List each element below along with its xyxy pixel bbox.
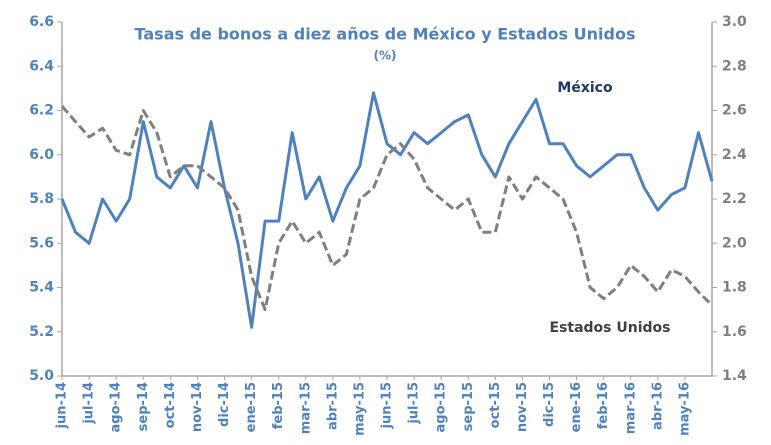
y-tick-label: 5.8 xyxy=(29,191,54,207)
annotation: México xyxy=(557,80,613,96)
x-tick-label: dic-14 xyxy=(217,382,232,427)
annotation: Estados Unidos xyxy=(550,320,671,336)
x-tick-label: ago-15 xyxy=(434,382,449,433)
y-tick-label: 6.2 xyxy=(29,103,54,119)
y2-tick-label: 1.4 xyxy=(722,368,747,384)
y-tick-label: 6.0 xyxy=(29,147,54,163)
y-tick-label: 6.6 xyxy=(29,14,54,30)
x-tick-label: jun-15 xyxy=(380,382,395,429)
x-tick-label: feb-16 xyxy=(596,382,611,429)
y2-tick-label: 3.0 xyxy=(722,14,747,30)
x-tick-label: may-15 xyxy=(352,382,367,436)
x-tick-label: nov-15 xyxy=(515,382,530,432)
y-tick-label: 5.4 xyxy=(29,280,54,296)
y2-tick-label: 1.8 xyxy=(722,280,747,296)
x-tick-label: jul-14 xyxy=(82,382,97,425)
y2-tick-label: 2.6 xyxy=(722,103,747,119)
series-line xyxy=(60,91,714,329)
x-tick-label: nov-14 xyxy=(190,382,205,432)
x-tick-label: mar-16 xyxy=(623,382,638,434)
x-tick-label: feb-15 xyxy=(271,382,286,429)
y2-tick-label: 1.6 xyxy=(722,324,747,340)
x-tick-label: abr-16 xyxy=(650,382,665,430)
x-tick-label: jul-15 xyxy=(407,382,422,425)
x-tick-label: sep-14 xyxy=(136,382,151,431)
x-tick-label: may-16 xyxy=(677,382,692,436)
y2-tick-label: 2.0 xyxy=(722,235,747,251)
x-tick-label: ene-16 xyxy=(569,382,584,432)
x-tick-label: jun-14 xyxy=(55,382,70,429)
y-tick-label: 5.2 xyxy=(29,324,54,340)
x-tick-label: dic-15 xyxy=(542,382,557,427)
x-tick-label: ago-14 xyxy=(109,382,124,433)
series-line xyxy=(60,105,714,312)
y2-tick-label: 2.8 xyxy=(722,58,747,74)
y-tick-label: 6.4 xyxy=(29,58,54,74)
x-tick-label: mar-15 xyxy=(298,382,313,434)
chart-subtitle: (%) xyxy=(374,49,397,63)
x-tick-label: ene-15 xyxy=(244,382,259,432)
y-tick-label: 5.6 xyxy=(29,235,54,251)
x-tick-label: oct-14 xyxy=(163,382,178,428)
x-tick-label: abr-15 xyxy=(325,382,340,430)
y-tick-label: 5.0 xyxy=(29,368,54,384)
y2-tick-label: 2.4 xyxy=(722,147,747,163)
chart-title: Tasas de bonos a diez años de México y E… xyxy=(135,25,636,44)
x-tick-label: oct-15 xyxy=(488,382,503,428)
y2-tick-label: 2.2 xyxy=(722,191,747,207)
x-tick-label: sep-15 xyxy=(461,382,476,431)
